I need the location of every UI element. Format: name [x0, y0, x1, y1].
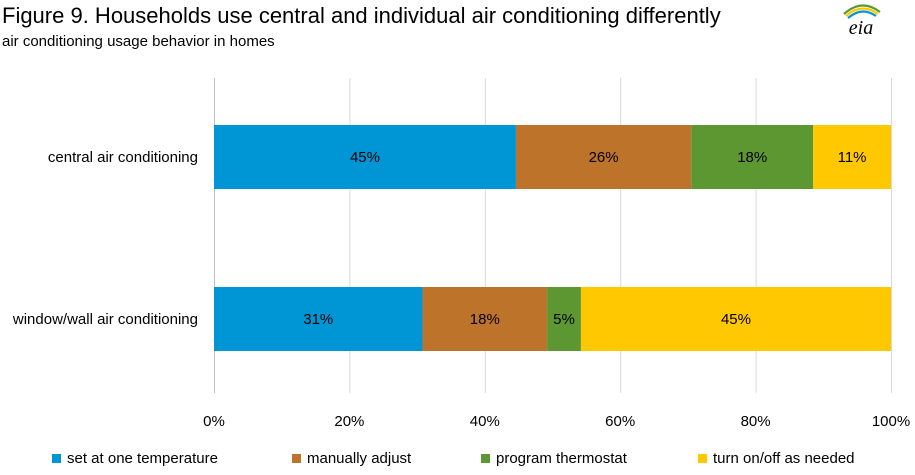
x-tick-label: 100% [872, 413, 910, 430]
x-tick-label: 0% [203, 413, 225, 430]
data-label: 26% [589, 149, 619, 166]
legend-item: turn on/off as needed [698, 448, 855, 468]
bar-segment [547, 287, 581, 351]
legend-swatch [292, 453, 301, 463]
logo-text: eia [849, 17, 873, 39]
data-label: 45% [721, 311, 751, 328]
legend-item: program thermostat [481, 448, 627, 468]
data-label: 45% [350, 149, 380, 166]
eia-logo-graphic: eia [843, 4, 881, 39]
legend-item: manually adjust [292, 448, 411, 468]
chart-title: Figure 9. Households use central and ind… [2, 3, 721, 28]
bar-segment [214, 125, 516, 189]
category-label: central air conditioning [48, 149, 198, 166]
legend-swatch [52, 453, 61, 463]
legend-label: program thermostat [496, 449, 627, 467]
legend-swatch [481, 453, 490, 463]
bar-segment [422, 287, 548, 351]
data-label: 18% [470, 311, 500, 328]
legend-item: set at one temperature [52, 448, 218, 468]
legend-swatch [698, 453, 707, 463]
bar-segment [580, 287, 891, 351]
legend-label: manually adjust [307, 449, 412, 467]
legend-label: set at one temperature [67, 449, 218, 467]
data-label: 5% [553, 311, 575, 328]
data-label: 11% [838, 149, 867, 166]
x-tick-label: 40% [470, 413, 500, 430]
bar-segment [813, 125, 891, 189]
x-tick-label: 60% [605, 413, 635, 430]
legend-label: turn on/off as needed [713, 449, 855, 467]
eia-logo: eia [836, 0, 886, 40]
data-label: 18% [737, 149, 767, 166]
x-tick-label: 20% [334, 413, 364, 430]
x-tick-label: 80% [741, 413, 771, 430]
bar-segment [515, 125, 692, 189]
data-label: 31% [303, 311, 333, 328]
bar-segment [214, 287, 423, 351]
chart-subtitle: air conditioning usage behavior in homes [2, 33, 275, 50]
bar-segment [691, 125, 814, 189]
category-label: window/wall air conditioning [12, 311, 198, 328]
